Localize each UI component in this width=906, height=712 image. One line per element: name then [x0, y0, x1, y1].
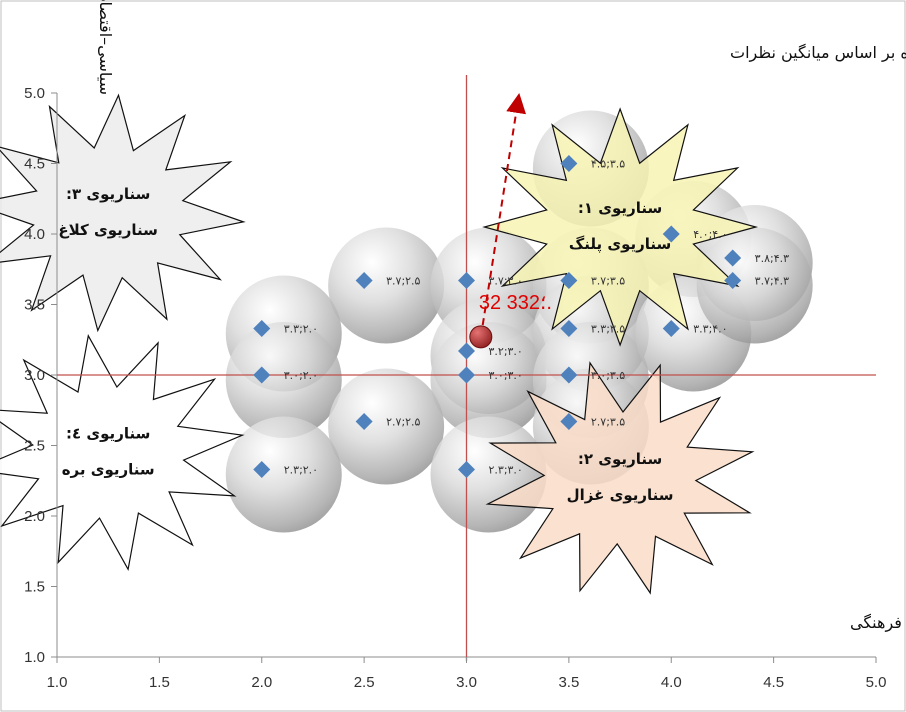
data-point-label: ۳.۳;۴.۰	[693, 322, 727, 335]
data-point-marker	[253, 319, 271, 337]
x-tick-label: 1.5	[149, 674, 170, 691]
data-point-label: ۳.۳;۲.۰	[284, 322, 318, 335]
y-tick-label: 5.0	[24, 85, 45, 102]
data-point-label: ۳.۷;۳.۰	[489, 275, 523, 288]
data-point-marker	[560, 319, 578, 337]
scenario-subtitle: سناریوی غزال	[567, 486, 674, 504]
trend-arrow	[479, 92, 527, 338]
y-tick-label: 3.0	[24, 367, 45, 384]
x-axis-label: اجتماعی– فرهنگی	[850, 613, 906, 633]
data-point-marker	[458, 272, 475, 290]
x-tick-label: 3.0	[456, 674, 477, 691]
data-point-label: ۳.۲;۳.۰	[489, 345, 523, 358]
mean-point-label: 32 3؛32.	[479, 292, 552, 314]
axis-layer: 1.0 1.5 2.0 2.5 3.0 3.5 4.0 4.5 5.0 1.0 1.5 2.0 2.5 3…	[24, 75, 886, 691]
data-point-marker	[458, 342, 475, 360]
mean-point-marker	[469, 325, 493, 349]
data-point-label: ۳.۰;۳.۵	[591, 369, 625, 382]
y-axis-label: سیاسی–اقتصادی	[96, 0, 115, 95]
annotation-text: وضعیت محتمل آینده بر اساس میانگین نظرات	[730, 43, 906, 63]
y-tick-label: 3.5	[24, 297, 45, 314]
data-point-label: ۲.۳;۳.۰	[489, 463, 523, 476]
scenario-subtitle: سناریوی کلاغ	[58, 221, 158, 239]
bubble	[328, 227, 445, 344]
data-point-label: ۳.۷;۳.۵	[591, 275, 625, 288]
x-tick-label: 4.5	[763, 674, 784, 691]
data-point-marker	[355, 413, 373, 431]
data-point-label: ۴.۰;۴.۰	[693, 228, 727, 241]
data-point-marker	[458, 460, 475, 478]
x-tick-label: 1.0	[47, 674, 68, 691]
y-tick-label: 4.5	[24, 156, 45, 173]
scenario-star	[0, 93, 246, 333]
x-tick-label: 4.0	[661, 674, 682, 691]
data-point-marker	[724, 249, 742, 267]
y-tick-label: 2.0	[24, 508, 45, 525]
data-point-marker	[560, 366, 578, 384]
scenario-star	[482, 107, 759, 347]
data-point-marker	[560, 272, 578, 290]
scenario-star	[0, 334, 245, 572]
data-point-marker	[662, 225, 680, 243]
point-layer: ۳.۳;۲.۰ ۳.۰;۲.۰ ۲.۳;۲.۰ ۳.۷;۲.۵ ۲.۷;۲.۵ ۳.۷;۳…	[253, 92, 789, 478]
x-tick-label: 5.0	[866, 674, 887, 691]
data-point-marker	[724, 272, 742, 290]
x-tick-label: 2.0	[251, 674, 272, 691]
data-point-label: ۲.۳;۲.۰	[284, 463, 318, 476]
scenario-subtitle: سناریوی پلنگ	[569, 235, 671, 254]
data-point-marker	[662, 319, 680, 337]
data-point-marker	[560, 413, 578, 431]
y-tick-label: 2.5	[24, 438, 45, 455]
bubble	[225, 322, 342, 438]
data-point-marker	[253, 366, 271, 384]
scenario-layer: سناریوی ۱: سناریوی پلنگ سناریوی ۲: سناریوی …	[0, 93, 759, 595]
overlay-layer: وضعیت محتمل آینده بر اساس میانگین نظرات …	[96, 0, 906, 633]
data-point-label: ۳.۸;۴.۳	[755, 252, 789, 265]
scenario-star	[485, 361, 755, 595]
data-point-label: ۳.۷;۴.۳	[755, 275, 789, 288]
data-point-marker	[355, 272, 373, 290]
scenario-title: سناریوی ۲:	[578, 450, 662, 468]
data-point-marker	[253, 460, 271, 478]
data-point-label: ۳.۳;۳.۵	[591, 322, 625, 335]
data-point-marker	[560, 155, 578, 172]
scenario-title: سناریوی ۱:	[578, 199, 662, 217]
y-tick-label: 4.0	[24, 226, 45, 243]
x-tick-label: 3.5	[558, 674, 579, 691]
data-point-label: ۲.۷;۲.۵	[386, 416, 420, 429]
data-point-marker	[458, 366, 475, 384]
scenario-title: سناریوی ۳:	[66, 185, 150, 203]
data-point-label: ۳.۰;۳.۰	[489, 369, 523, 382]
bubble	[328, 368, 445, 485]
y-tick-label: 1.0	[24, 649, 45, 666]
bubble	[225, 416, 342, 533]
scenario-title: سناریوی ٤:	[66, 425, 150, 443]
data-point-label: ۴.۵;۳.۵	[591, 158, 625, 171]
data-point-label: ۳.۰;۲.۰	[284, 369, 318, 382]
data-point-label: ۲.۷;۳.۵	[591, 416, 625, 429]
data-point-label: ۳.۷;۲.۵	[386, 275, 420, 288]
scenario-subtitle: سناریوی بره	[62, 461, 155, 479]
x-tick-label: 2.5	[354, 674, 375, 691]
y-tick-label: 1.5	[24, 579, 45, 596]
